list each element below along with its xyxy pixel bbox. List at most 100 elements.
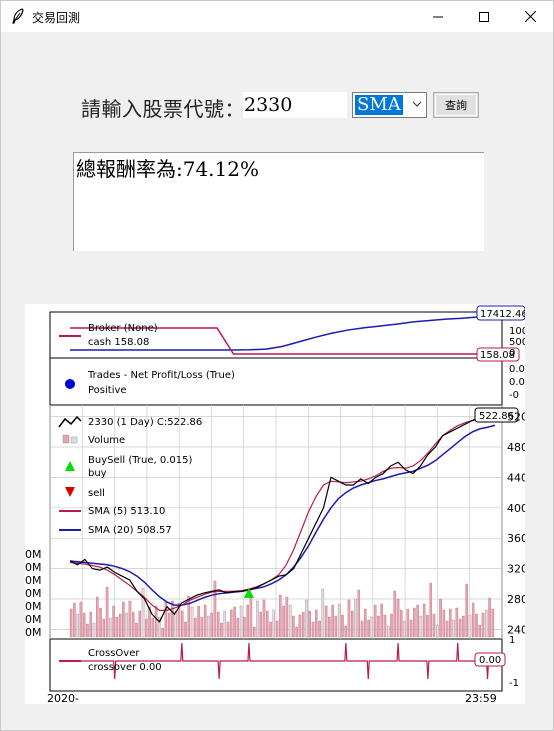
volume-bar (135, 622, 138, 638)
broker-value-box (476, 305, 525, 321)
stock-code-input[interactable] (243, 92, 347, 118)
x-axis-start-label: 2020- (47, 692, 79, 704)
sma20-legend-label: SMA (20) 508.57 (88, 525, 172, 536)
volume-bar (318, 620, 321, 638)
sell-legend-label: sell (88, 488, 105, 499)
volume-bar (92, 622, 96, 638)
maximize-button[interactable] (461, 1, 507, 32)
stock-code-prompt: 請輸入股票代號： (81, 97, 245, 121)
price-ytick-label: 480 (507, 441, 525, 454)
volume-bar (491, 608, 495, 638)
volume-bar (324, 605, 328, 638)
volume-bar (328, 616, 331, 638)
volume-bar (373, 604, 377, 638)
volume-bar (305, 599, 308, 638)
volume-bar (154, 605, 158, 638)
price-ytick-label: 520 (507, 411, 525, 424)
maximize-icon (479, 11, 489, 22)
volume-bar (400, 609, 403, 638)
minimize-button[interactable] (415, 1, 461, 32)
crossover-value-legend-label: crossover 0.00 (88, 662, 162, 673)
volume-bar (79, 601, 83, 638)
crossover-ytick: 1 (509, 635, 515, 646)
volume-bar (426, 614, 429, 638)
x-axis-end-label: 23:59 (465, 692, 497, 704)
volume-bar (167, 612, 171, 638)
volume-bar (347, 599, 351, 638)
cash-line (70, 327, 495, 355)
volume-bar (86, 623, 89, 638)
crossover-ytick: -1 (509, 678, 519, 689)
volume-bar (223, 610, 227, 638)
volume-bar (207, 615, 210, 638)
volume-bar (485, 609, 488, 638)
close-button[interactable] (507, 1, 553, 32)
buy-legend-label: buy (88, 468, 107, 479)
volume-bar (158, 616, 161, 638)
buy-marker (243, 587, 254, 598)
sma20-line (69, 424, 496, 606)
volume-bar (455, 607, 459, 638)
volume-bar (383, 614, 387, 638)
volume-bar (331, 604, 334, 638)
volume-bar (462, 615, 465, 638)
volume-bar (226, 621, 230, 638)
volume-bar (279, 594, 282, 638)
total-return-text: 總報酬率為:74.12% (76, 157, 259, 181)
volume-bar (436, 624, 439, 638)
volume-bar (468, 614, 472, 638)
volume-tick-label: 0M (25, 574, 42, 587)
volume-bar (89, 611, 92, 638)
cash-value-box (476, 347, 520, 362)
price-ytick-label: 240 (507, 623, 525, 636)
price-ytick-label: 320 (507, 563, 525, 576)
volume-bar (109, 617, 112, 638)
volume-bar (298, 614, 302, 638)
volume-bar (301, 611, 305, 638)
volume-bar (458, 618, 462, 638)
title-bar[interactable]: 交易回測 (1, 1, 553, 32)
volume-bar (105, 586, 109, 638)
volume-bar (243, 616, 246, 638)
broker-legend-label: Broker (None) (88, 323, 158, 334)
volume-bar (341, 614, 344, 638)
buy-legend-marker (65, 461, 75, 471)
volume-tick-label: 0M (25, 600, 42, 613)
strategy-select[interactable]: SMA (352, 92, 427, 118)
price-legend-swatch (58, 415, 82, 428)
volume-bar (99, 607, 102, 638)
volume-bar (220, 622, 223, 638)
volume-bar (367, 619, 370, 638)
volume-bar (256, 600, 259, 638)
volume-bar (181, 610, 184, 638)
price-legend-label: 2330 (1 Day) C:522.86 (88, 417, 202, 428)
query-button[interactable]: 查詢 (433, 92, 479, 118)
volume-bar (102, 618, 106, 638)
volume-bar (452, 619, 455, 638)
volume-bar (315, 609, 318, 638)
result-textbox[interactable]: 總報酬率為:74.12% (73, 152, 484, 251)
volume-bar (73, 602, 76, 638)
volume-bar (409, 619, 413, 638)
volume-legend-label: Volume (88, 435, 125, 446)
trades-panel-frame (49, 357, 503, 406)
volume-bar (239, 605, 243, 638)
backtest-chart: Broker (None) cash 158.08 17412.46 158.0… (25, 304, 525, 704)
volume-bar (439, 598, 442, 638)
price-ytick-label: 280 (507, 593, 525, 606)
volume-bar (406, 608, 410, 638)
volume-bar (210, 612, 213, 638)
volume-bar (334, 615, 338, 638)
volume-bar (416, 604, 419, 638)
volume-bar (393, 590, 397, 638)
broker-panel-frame (49, 311, 503, 359)
crossover-value-label: 0.00 (479, 655, 501, 666)
volume-bar (272, 609, 276, 638)
volume-bar (465, 583, 468, 638)
volume-bar (203, 604, 207, 638)
volume-tick-label: 0M (25, 548, 42, 561)
volume-bar (364, 608, 367, 638)
volume-bar (259, 611, 262, 638)
price-ytick-label: 440 (507, 471, 525, 484)
volume-bar (138, 610, 142, 638)
